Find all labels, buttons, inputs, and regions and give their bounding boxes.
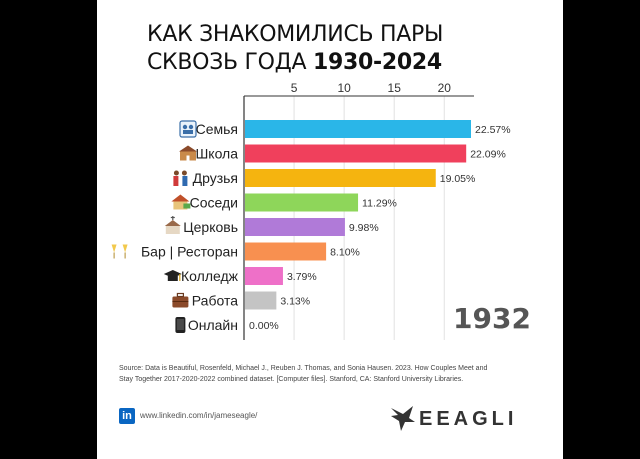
category-label: Соседи <box>190 195 238 211</box>
college-icon <box>163 270 182 281</box>
linkedin-icon: in <box>119 408 135 424</box>
chart-title-prefix: СКВОЗЬ ГОДА <box>147 50 307 75</box>
x-tick-label: 20 <box>438 81 452 95</box>
work-icon <box>172 292 189 308</box>
neighbors-icon <box>171 194 191 210</box>
church-icon <box>164 216 181 234</box>
x-tick-label: 5 <box>291 81 298 95</box>
value-label: 0.00% <box>249 320 279 332</box>
value-label: 19.05% <box>440 173 476 185</box>
bar-7 <box>245 267 283 285</box>
value-label: 22.57% <box>475 124 511 136</box>
bar-4 <box>245 193 359 212</box>
category-label: Церковь <box>183 219 238 235</box>
bar-8 <box>245 291 277 310</box>
value-label: 22.09% <box>470 149 506 161</box>
year-label: 1932 <box>453 302 531 335</box>
bar-6 <box>245 242 327 261</box>
chart-title-line1: КАК ЗНАКОМИЛИСЬ ПАРЫ <box>147 22 444 47</box>
value-label: 11.29% <box>362 198 397 210</box>
category-label: Онлайн <box>188 317 238 333</box>
bar-icon <box>111 244 128 259</box>
category-label: Бар | Ресторан <box>141 244 238 260</box>
eagle-logo-icon <box>391 406 415 431</box>
bar-5 <box>245 218 345 236</box>
source-note: Source: Data is Beautiful, Rosenfeld, Mi… <box>119 365 488 383</box>
value-label: 9.98% <box>349 222 379 234</box>
chart-title-line2: СКВОЗЬ ГОДА 1930-2024 <box>147 50 442 75</box>
value-label: 3.79% <box>287 271 317 283</box>
category-label: Друзья <box>193 170 238 186</box>
friends-icon <box>173 170 188 186</box>
chart-card: КАК ЗНАКОМИЛИСЬ ПАРЫ СКВОЗЬ ГОДА 1930-20… <box>97 0 563 459</box>
category-label: Работа <box>192 293 238 309</box>
category-label: Школа <box>195 146 238 162</box>
school-icon <box>179 145 197 161</box>
category-label: Колледж <box>181 268 239 284</box>
bar-chart: 5 10 15 20 Семья 22.57% Школа 22.09% Друзья 19.05… <box>111 81 511 340</box>
linkedin-url: www.linkedin.com/in/jameseagle/ <box>140 411 258 420</box>
value-label: 3.13% <box>280 296 310 308</box>
bar-1 <box>245 120 471 138</box>
category-label: Семья <box>196 121 238 137</box>
brand-name: EEAGLI <box>419 408 518 430</box>
bar-3 <box>245 169 436 187</box>
bar-2 <box>245 144 467 163</box>
x-tick-label: 15 <box>388 81 402 95</box>
value-label: 8.10% <box>330 247 360 259</box>
online-icon <box>175 317 186 333</box>
chart-title-years: 1930-2024 <box>312 50 442 75</box>
family-icon <box>179 120 197 138</box>
x-tick-label: 10 <box>337 81 351 95</box>
